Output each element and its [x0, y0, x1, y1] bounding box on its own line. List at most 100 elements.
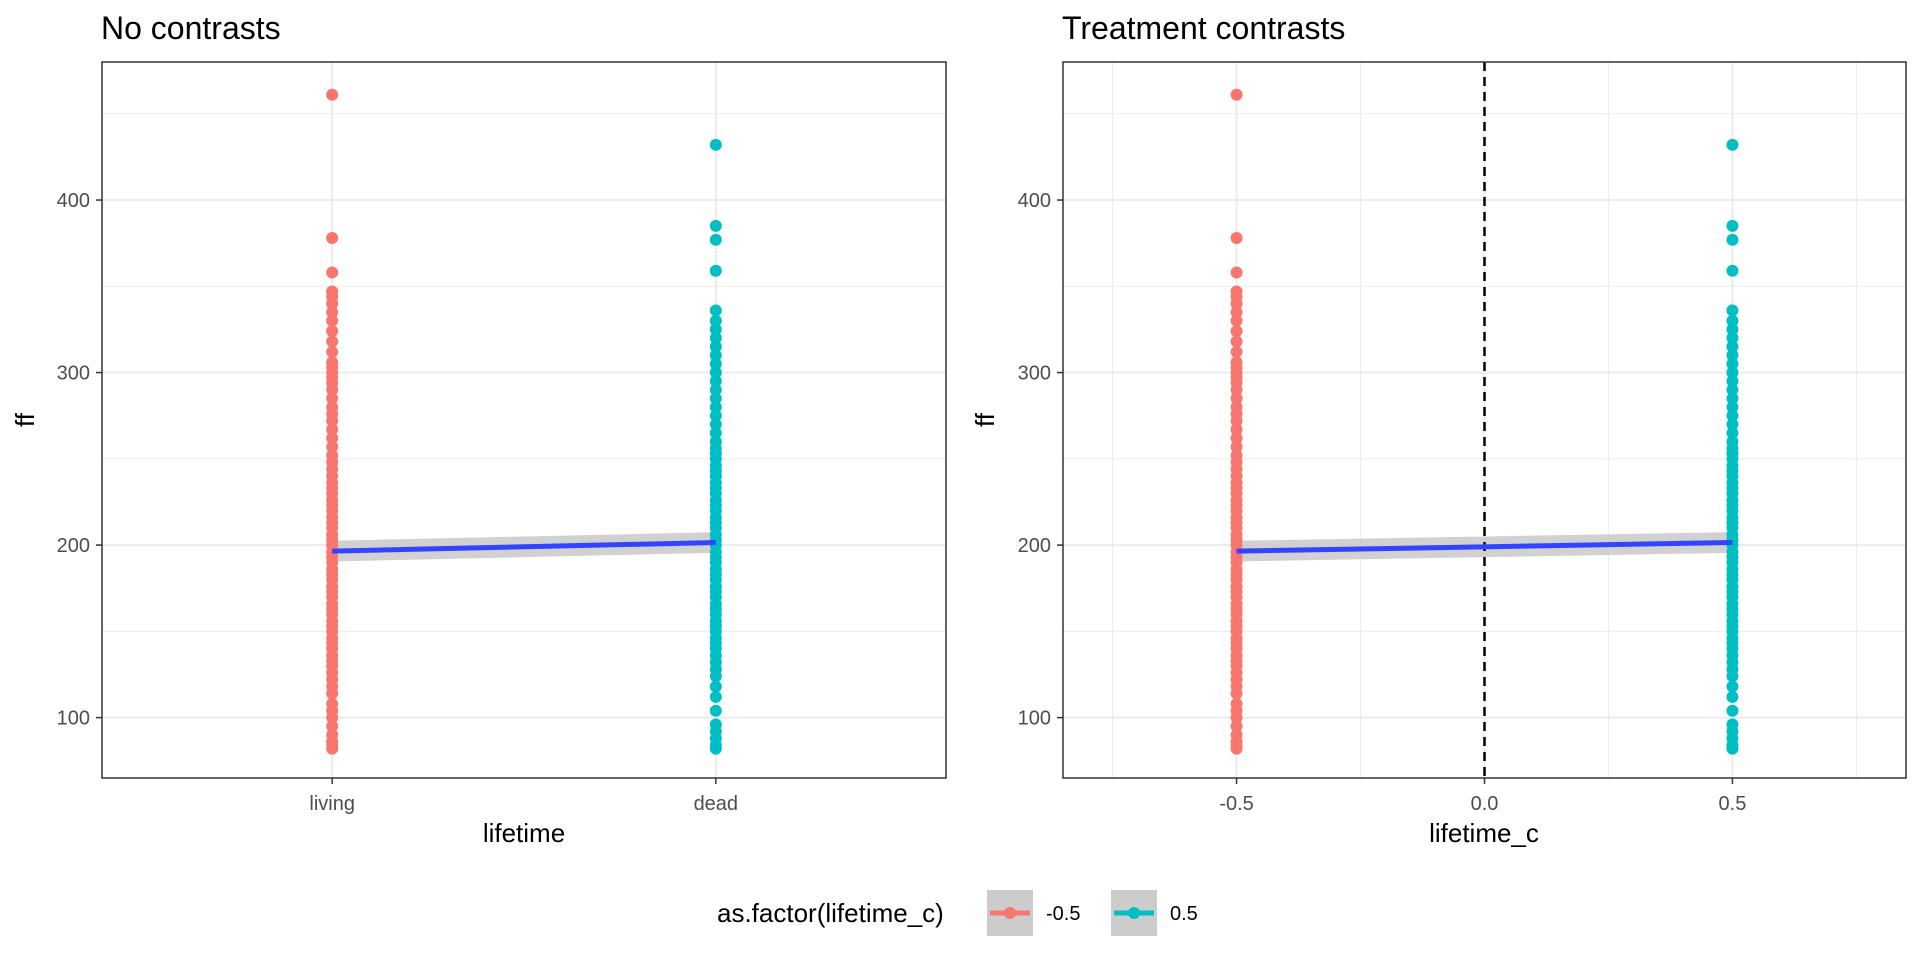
y-axis-ticks: 100 200 300 400 [1018, 190, 1063, 730]
x-axis-label: lifetime_c [1429, 818, 1539, 848]
regression-line [1236, 539, 1733, 554]
data-point [326, 314, 339, 327]
data-point [1726, 392, 1739, 405]
data-point [1726, 332, 1739, 345]
y-tick-label: 200 [57, 535, 90, 557]
data-point [1230, 697, 1243, 710]
data-point [326, 231, 339, 244]
data-point [1230, 423, 1243, 436]
y-tick-label: 400 [1018, 190, 1051, 212]
data-point [1726, 357, 1739, 370]
data-point [1230, 335, 1243, 348]
data-point [709, 340, 722, 353]
legend-item-neg: -0.5 [987, 890, 1080, 936]
data-point [326, 306, 339, 319]
x-tick-label: -0.5 [1219, 793, 1253, 815]
data-point [326, 356, 339, 369]
y-axis-ticks: 100 200 300 400 [57, 190, 102, 730]
data-point [326, 432, 339, 445]
panel-no-contrasts: No contrasts 100 200 300 400 living dead lif… [10, 10, 947, 848]
x-axis-ticks: -0.5 0.0 0.5 [1219, 778, 1746, 815]
data-point [709, 383, 722, 396]
data-point [1726, 409, 1739, 422]
data-point [709, 409, 722, 422]
data-point [709, 323, 722, 336]
legend-label: -0.5 [1046, 903, 1080, 925]
data-point [1230, 401, 1243, 414]
y-axis-label: ff [970, 412, 1000, 427]
data-points [1230, 88, 1739, 755]
data-point [1230, 314, 1243, 327]
data-point [709, 366, 722, 379]
panel-background [102, 62, 946, 778]
x-tick-label: living [309, 793, 355, 815]
fit-line [332, 539, 716, 554]
data-point [709, 426, 722, 439]
data-point [1726, 138, 1739, 151]
data-point [1726, 383, 1739, 396]
legend-key-point [1004, 907, 1016, 919]
data-point [1230, 720, 1243, 733]
data-point [1230, 231, 1243, 244]
data-point [1726, 340, 1739, 353]
data-point [1726, 323, 1739, 336]
data-point [709, 349, 722, 362]
data-point [1726, 426, 1739, 439]
data-point [1726, 704, 1739, 717]
data-point [709, 401, 722, 414]
data-point [1230, 392, 1243, 405]
y-tick-label: 100 [57, 708, 90, 730]
data-point [709, 392, 722, 405]
data-point [326, 325, 339, 338]
grid-lines [1063, 62, 1906, 778]
data-point [326, 449, 339, 462]
data-point [326, 285, 339, 298]
data-point [326, 266, 339, 279]
data-point [326, 720, 339, 733]
x-axis-ticks: living dead [309, 778, 738, 815]
data-point [1230, 728, 1243, 741]
data-point [326, 88, 339, 101]
data-point [709, 375, 722, 388]
data-point [709, 332, 722, 345]
data-point [1726, 690, 1739, 703]
legend: as.factor(lifetime_c) -0.5 0.5 [717, 890, 1198, 936]
data-point [1230, 356, 1243, 369]
regression-line [332, 539, 716, 554]
panel-treatment-contrasts: Treatment contrasts 100 200 300 400 -0.5 0.0… [970, 10, 1907, 848]
legend-item-pos: 0.5 [1111, 890, 1198, 936]
panel-border [101, 61, 947, 779]
data-point [1230, 440, 1243, 453]
fit-line [1236, 539, 1733, 554]
y-tick-label: 200 [1018, 535, 1051, 557]
data-point [709, 357, 722, 370]
data-point [1230, 88, 1243, 101]
data-point [709, 704, 722, 717]
chart-title-no-contrasts: No contrasts [101, 10, 281, 46]
data-point [1726, 680, 1739, 693]
data-point [326, 728, 339, 741]
data-point [709, 219, 722, 232]
chart-title-treatment-contrasts: Treatment contrasts [1062, 10, 1345, 46]
data-point [709, 690, 722, 703]
data-point [1726, 401, 1739, 414]
data-point [1726, 418, 1739, 431]
data-point [1726, 304, 1739, 317]
y-tick-label: 300 [57, 363, 90, 385]
data-point [1726, 349, 1739, 362]
data-point [326, 335, 339, 348]
data-point [1726, 264, 1739, 277]
x-tick-label: dead [694, 793, 739, 815]
data-point [1726, 435, 1739, 448]
data-point [1230, 266, 1243, 279]
legend-title: as.factor(lifetime_c) [717, 898, 944, 928]
data-point [1230, 449, 1243, 462]
data-point [1230, 325, 1243, 338]
y-tick-label: 300 [1018, 363, 1051, 385]
data-point [326, 345, 339, 358]
legend-key-point [1128, 907, 1140, 919]
y-tick-label: 400 [57, 190, 90, 212]
data-point [326, 401, 339, 414]
data-point [709, 314, 722, 327]
